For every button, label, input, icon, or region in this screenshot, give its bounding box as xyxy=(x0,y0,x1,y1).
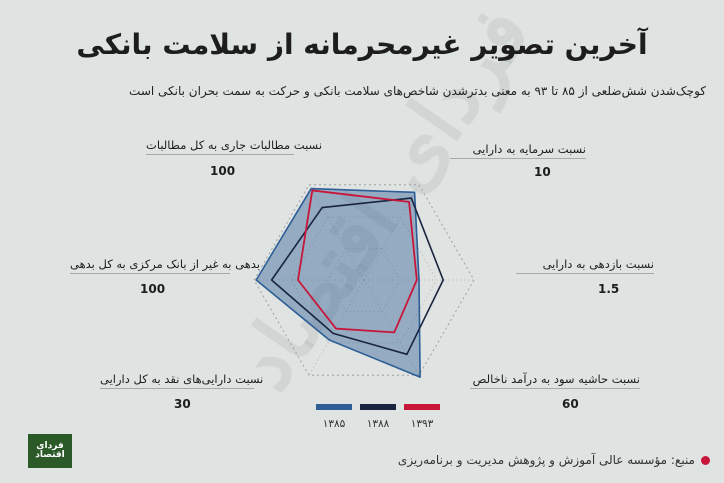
axis-label-margin: نسبت حاشیه سود به درآمد ناخالص xyxy=(472,372,640,386)
axis-line-margin xyxy=(470,388,640,389)
axis-line-debt xyxy=(70,273,230,274)
axis-label-liquid: نسبت دارایی‌های نقد به کل دارایی xyxy=(100,372,264,386)
axis-max-capital: 10 xyxy=(534,165,551,179)
legend-swatch-1385 xyxy=(316,404,352,410)
axis-label-debt: بدهی به غیر از بانک مرکزی به کل بدهی xyxy=(70,257,261,271)
legend-swatch-1393 xyxy=(404,404,440,410)
legend-item-1385: ۱۳۸۵ xyxy=(316,404,352,430)
legend-swatch-1388 xyxy=(360,404,396,410)
legend-label-1388: ۱۳۸۸ xyxy=(366,418,390,430)
axis-max-margin: 60 xyxy=(562,397,579,411)
legend-item-1393: ۱۳۹۳ xyxy=(404,404,440,430)
legend-item-1388: ۱۳۸۸ xyxy=(360,404,396,430)
source-text: منبع: مؤسسه عالی آموزش و پژوهش مدیریت و … xyxy=(397,453,695,467)
axis-max-liquid: 30 xyxy=(174,397,191,411)
chart-subtitle: کوچک‌شدن شش‌ضلعی از ۸۵ تا ۹۳ به معنی بدت… xyxy=(129,84,706,98)
source-note: منبع: مؤسسه عالی آموزش و پژوهش مدیریت و … xyxy=(398,453,710,467)
axis-max-receivables: 100 xyxy=(210,164,236,178)
axis-max-debt: 100 xyxy=(140,282,166,296)
radar-series xyxy=(255,187,445,378)
legend-label-1385: ۱۳۸۵ xyxy=(322,418,346,430)
grid-outer-hexagon xyxy=(253,184,475,376)
axis-label-capital: نسبت سرمایه به دارایی xyxy=(472,142,586,156)
legend-label-1393: ۱۳۹۳ xyxy=(410,418,434,430)
series-1385-polygon xyxy=(255,187,421,378)
axis-max-return: 1.5 xyxy=(598,282,620,296)
radar-grid xyxy=(253,184,475,376)
axis-line-return xyxy=(516,273,654,274)
chart-title: آخرین تصویر غیرمحرمانه از سلامت بانکی xyxy=(76,28,648,61)
axis-line-receivables xyxy=(146,154,294,155)
logo-text: فردای اقتصاد xyxy=(35,441,65,460)
axis-line-liquid xyxy=(100,388,254,389)
source-dot-icon xyxy=(701,455,710,465)
series-1388-polygon xyxy=(270,197,445,356)
axis-label-receivables: نسبت مطالبات جاری به کل مطالبات xyxy=(146,138,323,152)
axis-label-return: نسبت بازدهی به دارایی xyxy=(542,257,654,271)
series-1393-polygon xyxy=(297,189,418,334)
axis-line-capital xyxy=(450,158,586,159)
logo: فردای اقتصاد xyxy=(28,434,72,468)
